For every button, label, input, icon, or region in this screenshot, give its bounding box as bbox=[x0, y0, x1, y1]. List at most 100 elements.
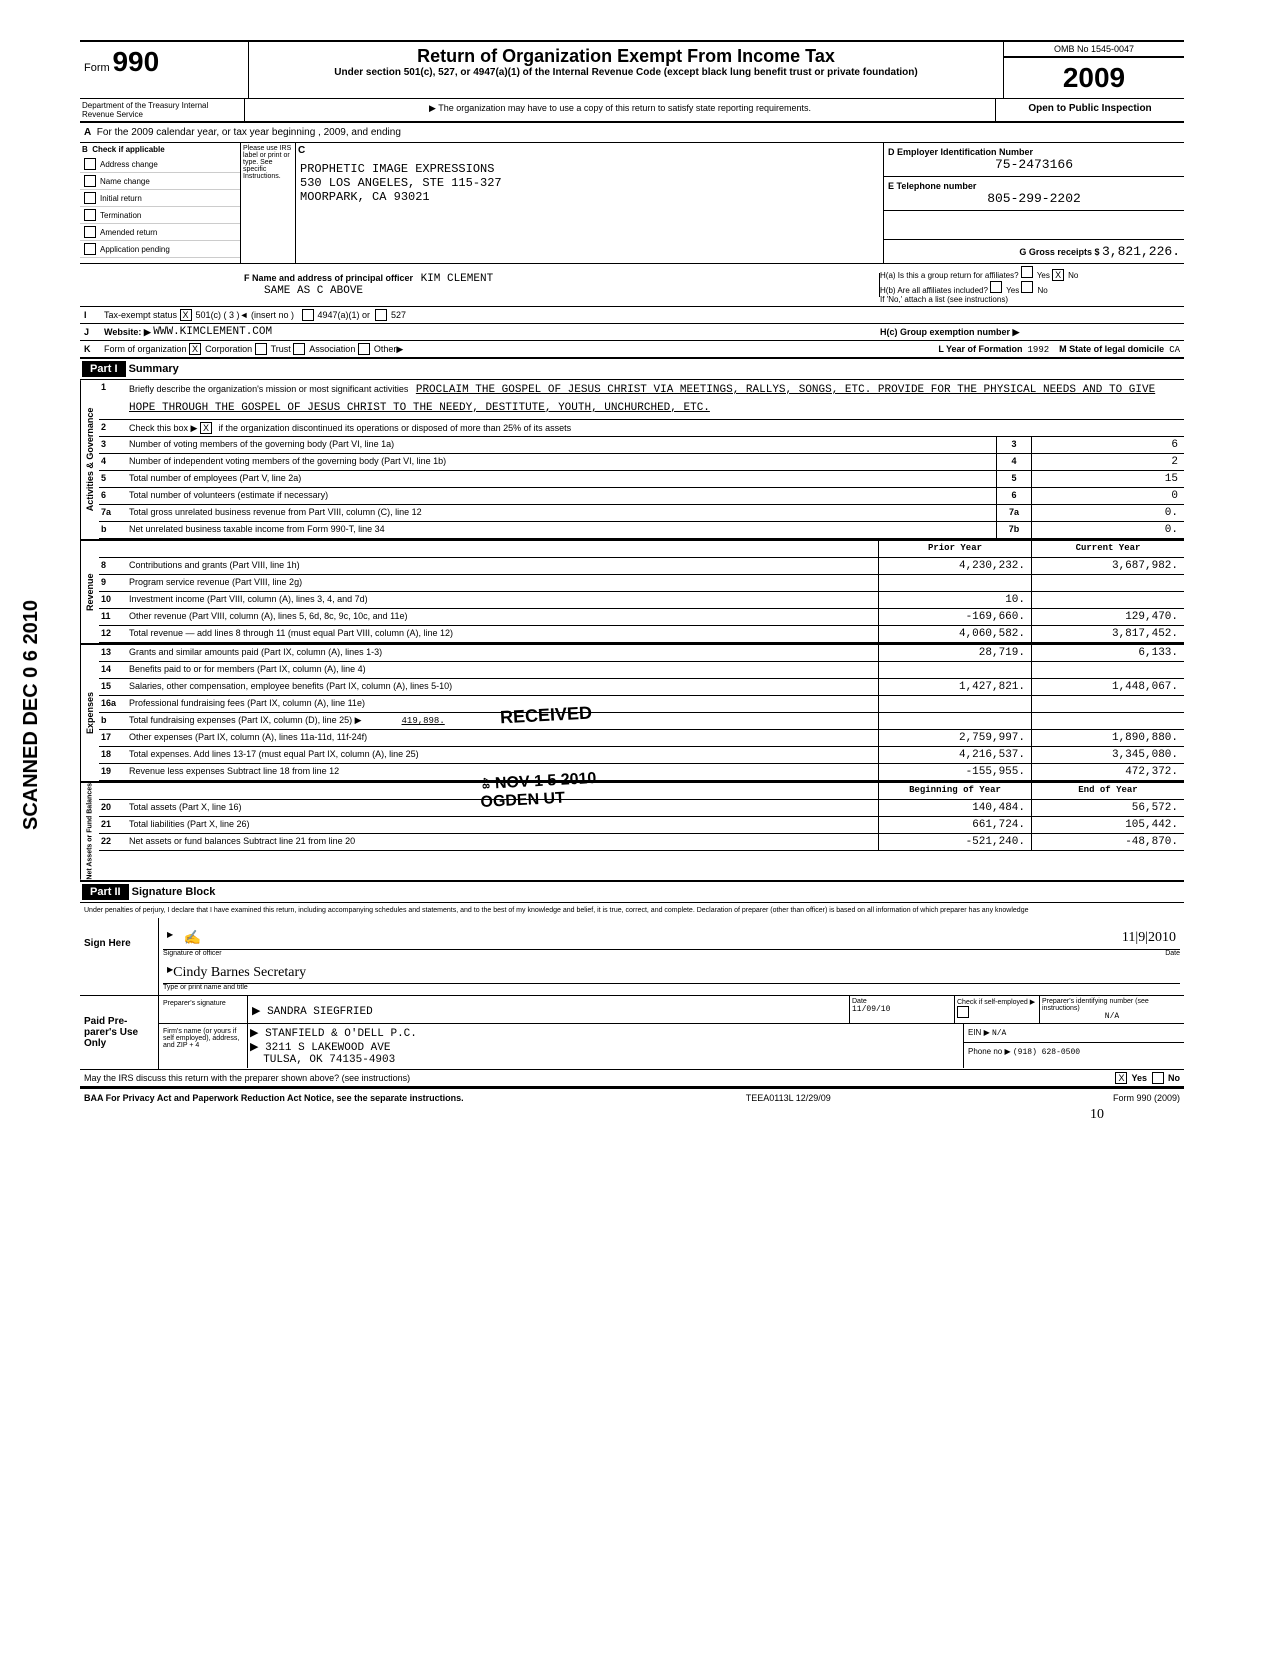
vert-netassets: Net Assets or Fund Balances bbox=[80, 783, 99, 880]
ha-no[interactable]: X bbox=[1052, 269, 1064, 281]
l-value: 1992 bbox=[1028, 345, 1050, 355]
sig-officer-label: Signature of officer bbox=[163, 950, 1165, 957]
line2-check[interactable]: X bbox=[200, 422, 212, 434]
expenses-section: Expenses 13Grants and similar amounts pa… bbox=[80, 645, 1184, 783]
form-subtitle: Under section 501(c), 527, or 4947(a)(1)… bbox=[253, 67, 999, 78]
part2-title: Signature Block bbox=[132, 886, 216, 898]
gross-receipts: 3,821,226. bbox=[1102, 244, 1180, 259]
baa-text: BAA For Privacy Act and Paperwork Reduct… bbox=[84, 1093, 464, 1103]
row-j: J Website: ▶ WWW.KIMCLEMENT.COM H(c) Gro… bbox=[80, 324, 1184, 341]
vert-expenses: Expenses bbox=[80, 645, 99, 781]
c-label: C bbox=[296, 143, 883, 158]
i-4947[interactable] bbox=[302, 309, 314, 321]
date-label2: Date bbox=[852, 998, 952, 1005]
check-name[interactable] bbox=[84, 175, 96, 187]
ein-label: EIN bbox=[968, 1028, 981, 1037]
net-row: 20Total assets (Part X, line 16)140,484.… bbox=[99, 800, 1184, 817]
org-name: PROPHETIC IMAGE EXPRESSIONS bbox=[300, 162, 879, 176]
part1-title: Summary bbox=[129, 363, 179, 375]
dept-row: Department of the Treasury Internal Reve… bbox=[80, 99, 1184, 123]
footer: BAA For Privacy Act and Paperwork Reduct… bbox=[80, 1089, 1184, 1107]
check-pending[interactable] bbox=[84, 243, 96, 255]
ha-yes[interactable] bbox=[1021, 266, 1033, 278]
check-initial[interactable] bbox=[84, 192, 96, 204]
gov-row: 3Number of voting members of the governi… bbox=[99, 437, 1184, 454]
prep-name: SANDRA SIEGFRIED bbox=[267, 1006, 373, 1018]
exp-row: 13Grants and similar amounts paid (Part … bbox=[99, 645, 1184, 662]
k-assoc[interactable] bbox=[293, 343, 305, 355]
perjury-text: Under penalties of perjury, I declare th… bbox=[80, 903, 1184, 918]
i-501c[interactable]: X bbox=[180, 309, 192, 321]
k-trust[interactable] bbox=[255, 343, 267, 355]
exp-row: 18Total expenses. Add lines 13-17 (must … bbox=[99, 747, 1184, 764]
rev-row: 9Program service revenue (Part VIII, lin… bbox=[99, 575, 1184, 592]
open-inspection: Open to Public Inspection bbox=[995, 99, 1184, 121]
hb-yes[interactable] bbox=[990, 281, 1002, 293]
check-termination[interactable] bbox=[84, 209, 96, 221]
revenue-section: Revenue Prior Year Current Year 8Contrib… bbox=[80, 541, 1184, 645]
exp-row: 16aProfessional fundraising fees (Part I… bbox=[99, 696, 1184, 713]
exp-row: 15Salaries, other compensation, employee… bbox=[99, 679, 1184, 696]
discuss-yes-check[interactable]: X bbox=[1115, 1072, 1127, 1084]
f-label: F Name and address of principal officer bbox=[244, 273, 413, 283]
right-info-column: D Employer Identification Number 75-2473… bbox=[884, 143, 1184, 263]
hc-label: H(c) Group exemption number ▶ bbox=[880, 327, 1019, 337]
gov-row: 5Total number of employees (Part V, line… bbox=[99, 471, 1184, 488]
vert-revenue: Revenue bbox=[80, 541, 99, 643]
firm-name: STANFIELD & O'DELL P.C. bbox=[265, 1028, 417, 1040]
self-employed-check[interactable] bbox=[957, 1006, 969, 1018]
org-address1: 530 LOS ANGELES, STE 115-327 bbox=[300, 176, 879, 190]
part1-label: Part I bbox=[82, 361, 126, 377]
gov-row: 4Number of independent voting members of… bbox=[99, 454, 1184, 471]
officer-name: KIM CLEMENT bbox=[421, 273, 494, 285]
prep-date: 11/09/10 bbox=[852, 1005, 952, 1014]
org-address2: MOORPARK, CA 93021 bbox=[300, 190, 879, 204]
rev-row: 12Total revenue — add lines 8 through 11… bbox=[99, 626, 1184, 643]
hb-label: H(b) Are all affiliates included? bbox=[880, 286, 988, 295]
org-name-column: C PROPHETIC IMAGE EXPRESSIONS 530 LOS AN… bbox=[296, 143, 884, 263]
phone-value: 805-299-2202 bbox=[888, 191, 1180, 206]
discuss-row: May the IRS discuss this return with the… bbox=[80, 1070, 1184, 1087]
e-label: E Telephone number bbox=[888, 181, 1180, 191]
header: Form 990 Return of Organization Exempt F… bbox=[80, 42, 1184, 99]
sign-here-label: Sign Here bbox=[80, 918, 159, 995]
check-address[interactable] bbox=[84, 158, 96, 170]
hb-no[interactable] bbox=[1021, 281, 1033, 293]
g-label: G Gross receipts $ bbox=[1019, 247, 1099, 257]
discuss-text: May the IRS discuss this return with the… bbox=[84, 1073, 1115, 1083]
ha-label: H(a) Is this a group return for affiliat… bbox=[880, 271, 1019, 280]
k-corp[interactable]: X bbox=[189, 343, 201, 355]
current-year-header: Current Year bbox=[1031, 541, 1184, 557]
net-row: 21Total liabilities (Part X, line 26)661… bbox=[99, 817, 1184, 834]
page-number: 10 bbox=[80, 1107, 1184, 1123]
j-label: Website: ▶ bbox=[104, 327, 151, 338]
part2-label: Part II bbox=[82, 884, 129, 900]
vert-governance: Activities & Governance bbox=[80, 380, 99, 539]
gov-row: 7aTotal gross unrelated business revenue… bbox=[99, 505, 1184, 522]
eoy-header: End of Year bbox=[1031, 783, 1184, 799]
k-label: Form of organization bbox=[104, 344, 187, 354]
exp-row: 17Other expenses (Part IX, column (A), l… bbox=[99, 730, 1184, 747]
paid-label: Paid Pre-parer's Use Only bbox=[80, 996, 159, 1069]
net-row: 22Net assets or fund balances Subtract l… bbox=[99, 834, 1184, 851]
netassets-section: Net Assets or Fund Balances Beginning of… bbox=[80, 783, 1184, 882]
date-label: Date bbox=[1165, 950, 1180, 957]
check-self-label: Check if self-employed bbox=[957, 999, 1028, 1006]
check-label: Check if applicable bbox=[92, 145, 164, 154]
prep-id-label: Preparer's identifying number (see instr… bbox=[1042, 998, 1182, 1012]
discuss-no-check[interactable] bbox=[1152, 1072, 1164, 1084]
form-title: Return of Organization Exempt From Incom… bbox=[253, 46, 999, 67]
row-i: I Tax-exempt status X 501(c) ( 3 )◄ (ins… bbox=[80, 307, 1184, 324]
firm-addr2: TULSA, OK 74135-4903 bbox=[263, 1054, 395, 1066]
form-title-box: Return of Organization Exempt From Incom… bbox=[249, 42, 1003, 98]
form-label: Form bbox=[84, 62, 110, 74]
footer-form: Form 990 (2009) bbox=[1113, 1093, 1180, 1103]
officer-addr: SAME AS C ABOVE bbox=[244, 285, 363, 297]
check-column: B Check if applicable Address change Nam… bbox=[80, 143, 241, 263]
i-527[interactable] bbox=[375, 309, 387, 321]
firm-addr1: 3211 S LAKEWOOD AVE bbox=[265, 1042, 390, 1054]
check-amended[interactable] bbox=[84, 226, 96, 238]
form-number-box: Form 990 bbox=[80, 42, 249, 98]
k-other[interactable] bbox=[358, 343, 370, 355]
ein-value: 75-2473166 bbox=[888, 157, 1180, 172]
